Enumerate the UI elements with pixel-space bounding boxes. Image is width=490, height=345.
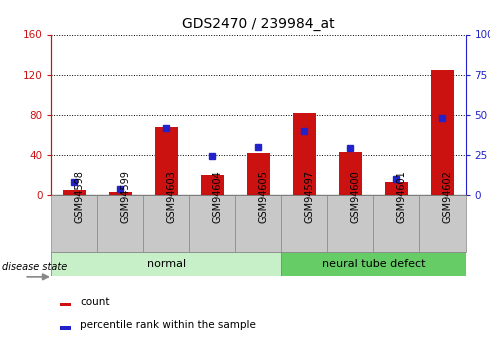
- Bar: [109, 192, 132, 195]
- Text: neural tube defect: neural tube defect: [322, 259, 425, 269]
- Text: GSM94597: GSM94597: [304, 170, 315, 224]
- Bar: [155, 127, 178, 195]
- FancyBboxPatch shape: [98, 195, 144, 252]
- Bar: [201, 175, 224, 195]
- Text: percentile rank within the sample: percentile rank within the sample: [80, 320, 256, 330]
- Text: GSM94598: GSM94598: [74, 170, 84, 224]
- Text: disease state: disease state: [2, 263, 68, 272]
- FancyBboxPatch shape: [327, 195, 373, 252]
- FancyBboxPatch shape: [51, 195, 98, 252]
- Bar: [385, 182, 408, 195]
- Text: GSM94602: GSM94602: [442, 170, 452, 224]
- Bar: [293, 113, 316, 195]
- Text: normal: normal: [147, 259, 186, 269]
- Text: GSM94603: GSM94603: [167, 171, 176, 224]
- Text: GSM94605: GSM94605: [259, 170, 269, 224]
- Bar: [339, 152, 362, 195]
- FancyBboxPatch shape: [144, 195, 190, 252]
- Text: GSM94600: GSM94600: [350, 171, 361, 224]
- FancyBboxPatch shape: [281, 252, 466, 276]
- Text: GSM94604: GSM94604: [213, 171, 222, 224]
- Text: GSM94601: GSM94601: [396, 171, 407, 224]
- Bar: [247, 153, 270, 195]
- Bar: [63, 190, 86, 195]
- Bar: [60, 326, 71, 330]
- Text: GSM94599: GSM94599: [121, 170, 130, 224]
- FancyBboxPatch shape: [419, 195, 466, 252]
- FancyBboxPatch shape: [190, 195, 236, 252]
- Text: count: count: [80, 297, 110, 307]
- FancyBboxPatch shape: [281, 195, 327, 252]
- FancyBboxPatch shape: [236, 195, 281, 252]
- FancyBboxPatch shape: [51, 252, 281, 276]
- Bar: [431, 70, 454, 195]
- Bar: [60, 303, 71, 306]
- Title: GDS2470 / 239984_at: GDS2470 / 239984_at: [182, 17, 335, 31]
- FancyBboxPatch shape: [373, 195, 419, 252]
